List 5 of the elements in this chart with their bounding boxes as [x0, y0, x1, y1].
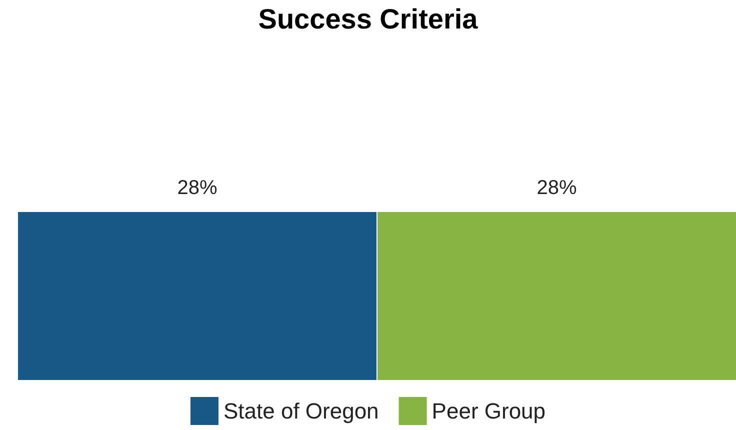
data-label: 28%: [177, 177, 218, 199]
chart-title: Success Criteria: [258, 4, 478, 34]
data-label: 28%: [536, 177, 577, 199]
legend-label: Peer Group: [432, 398, 546, 424]
legend-label: State of Oregon: [223, 398, 379, 424]
